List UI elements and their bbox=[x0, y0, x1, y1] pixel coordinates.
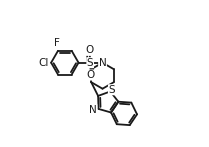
Text: Cl: Cl bbox=[38, 58, 48, 68]
Text: O: O bbox=[85, 45, 94, 55]
Text: O: O bbox=[87, 70, 95, 80]
Text: S: S bbox=[108, 85, 115, 95]
Text: S: S bbox=[87, 58, 93, 68]
Text: N: N bbox=[89, 105, 97, 115]
Text: N: N bbox=[99, 58, 106, 68]
Text: F: F bbox=[54, 38, 60, 48]
